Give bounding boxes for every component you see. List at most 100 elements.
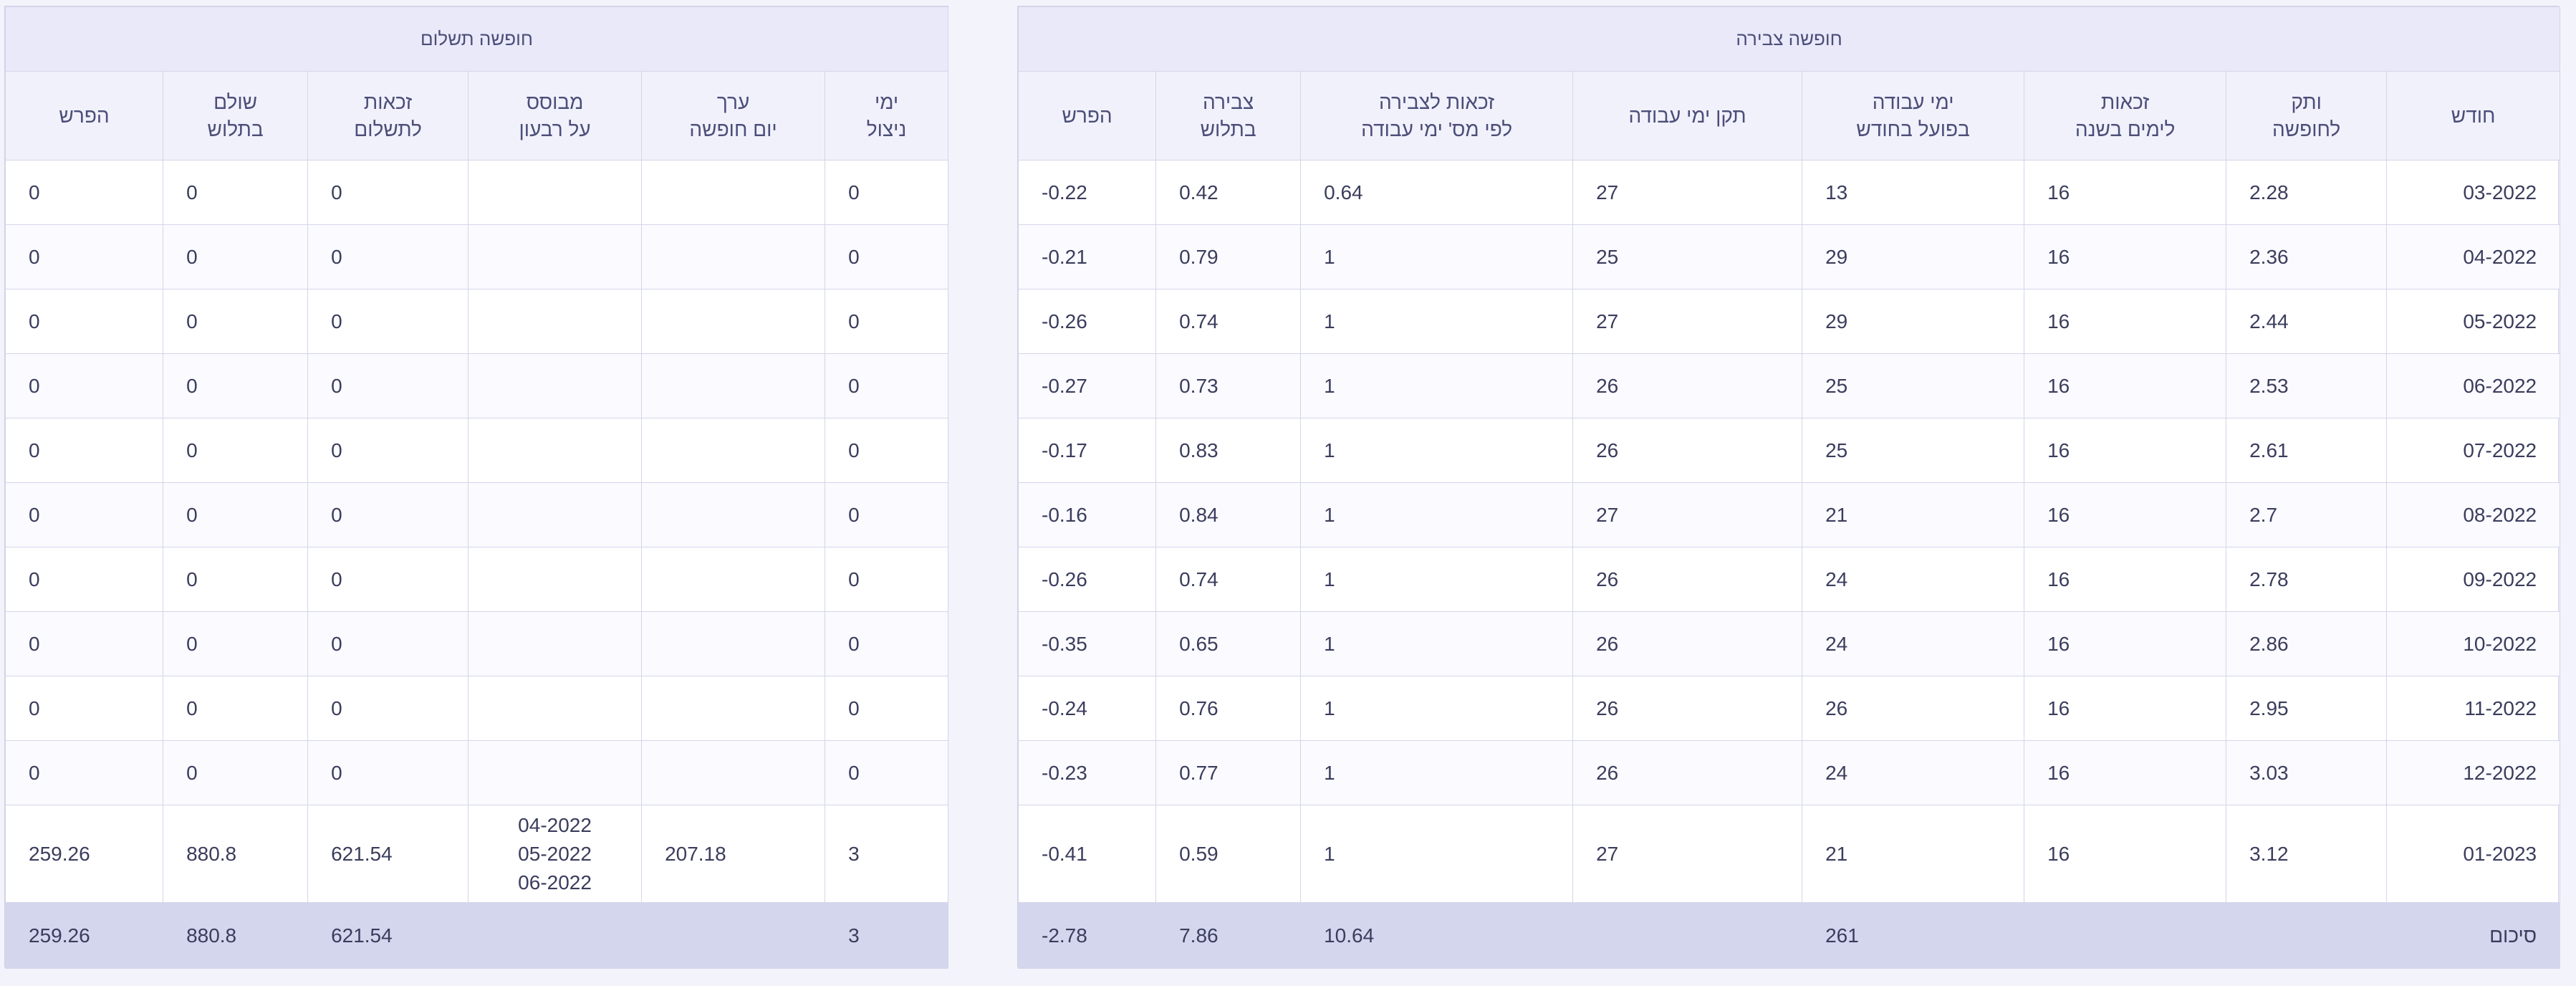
cell: 0 [825,676,949,741]
cell: 880.8 [163,902,309,969]
cell: 16 [2024,547,2227,612]
cell: 3 [825,902,949,969]
col-accrual-entitlement: זכאות לצבירה לפי מס' ימי עבודה [1300,71,1574,161]
col-paid-payslip-l1: שולם [213,90,258,113]
cell: 0.64 [1300,160,1574,225]
cell: 0 [307,224,469,289]
cell: 621.54 [307,902,469,969]
cell: 26 [1572,547,1803,612]
col-standard-workdays-label: תקן ימי עבודה [1628,104,1746,127]
col-payment-entitlement-l1: זכאות [363,90,413,113]
col-actual-workdays-l1: ימי עבודה [1872,90,1954,113]
cell: 12-2022 [2386,740,2561,805]
col-payment-entitlement: זכאות לתשלום [307,71,469,161]
col-seniority-l2: לחופשה [2272,118,2341,140]
col-standard-workdays: תקן ימי עבודה [1572,71,1803,161]
col-payment-diff: הפרש [4,71,164,161]
cell: 0 [825,418,949,483]
cell: 0 [307,611,469,676]
cell [641,547,826,612]
cell: 21 [1802,482,2025,547]
cell: -0.16 [1017,482,1157,547]
cell [468,676,643,741]
accrual-row: 09-2022 2.78 16 24 26 1 0.74 -0.26 [1017,547,2561,612]
accrual-row: 03-2022 2.28 16 13 27 0.64 0.42 -0.22 [1017,160,2561,225]
cell: 1 [1300,353,1574,418]
cell: 0 [825,611,949,676]
cell [641,353,826,418]
cell [641,902,826,969]
col-seniority-l1: ותק [2291,90,2322,113]
cell: 0 [4,547,164,612]
cell: 04-2022 [2386,224,2561,289]
summary-label: סיכום [2386,902,2561,969]
cell: 0 [4,740,164,805]
col-accrual-diff: הפרש [1017,71,1157,161]
cell: -0.26 [1017,289,1157,354]
cell: 13 [1802,160,2025,225]
cell: 25 [1802,418,2025,483]
cell: 3.12 [2226,805,2388,903]
cell: 2.7 [2226,482,2388,547]
cell [468,160,643,225]
cell: 26 [1802,676,2025,741]
col-actual-workdays: ימי עבודה בפועל בחודש [1802,71,2025,161]
cell: 0.79 [1155,224,1302,289]
cell: 16 [2024,224,2227,289]
cell: 07-2022 [2386,418,2561,483]
col-quarter-based-l1: מבוסס [526,90,584,113]
col-payment-diff-label: הפרש [59,104,110,127]
cell: 06-2022 [2386,353,2561,418]
payment-table: חופשה תשלום ימי ניצול ערך יום חופשה מבוסס ע… [4,6,949,969]
cell: 03-2022 [2386,160,2561,225]
cell: 0.59 [1155,805,1302,903]
cell: 0.74 [1155,547,1302,612]
accrual-row: 04-2022 2.36 16 29 25 1 0.79 -0.21 [1017,224,2561,289]
cell: -0.27 [1017,353,1157,418]
cell: 29 [1802,289,2025,354]
cell: 259.26 [4,902,164,969]
col-day-value: ערך יום חופשה [641,71,826,161]
cell: 25 [1572,224,1803,289]
cell: -0.35 [1017,611,1157,676]
cell [468,902,643,969]
cell: 259.26 [4,805,164,903]
cell: -0.26 [1017,547,1157,612]
cell: 0.77 [1155,740,1302,805]
cell [468,224,643,289]
quarter-period: 04-2022 [518,813,592,836]
cell: 2.61 [2226,418,2388,483]
col-day-value-l2: יום חופשה [689,118,777,140]
col-accrual-diff-label: הפרש [1062,104,1112,127]
cell: 0 [163,676,309,741]
cell: -0.23 [1017,740,1157,805]
cell: 880.8 [163,805,309,903]
accrual-summary-row: סיכום 261 10.64 7.86 -2.78 [1017,902,2561,969]
cell: 26 [1572,740,1803,805]
cell [641,611,826,676]
accrual-row: 06-2022 2.53 16 25 26 1 0.73 -0.27 [1017,353,2561,418]
cell: 0 [825,353,949,418]
quarter-period: 06-2022 [518,871,592,894]
cell: 27 [1572,482,1803,547]
cell: 0 [307,547,469,612]
cell [1572,902,1803,969]
cell: 3.03 [2226,740,2388,805]
cell: 27 [1572,289,1803,354]
cell: 26 [1572,418,1803,483]
cell [468,611,643,676]
cell [2226,902,2388,969]
cell: 0 [825,740,949,805]
cell [468,482,643,547]
col-month-label: חודש [2451,104,2496,127]
cell: 1 [1300,611,1574,676]
cell: 27 [1572,805,1803,903]
accrual-row: 12-2022 3.03 16 24 26 1 0.77 -0.23 [1017,740,2561,805]
cell: 0 [307,676,469,741]
